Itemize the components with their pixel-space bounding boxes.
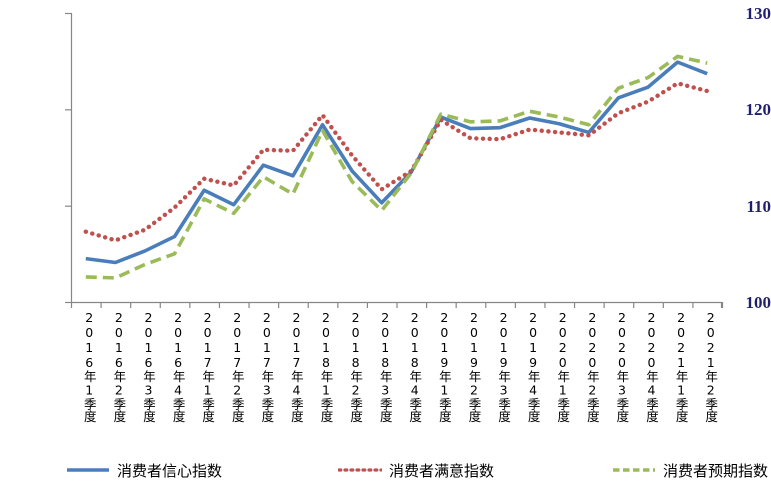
x-axis-label-5: 2017年2季度 [229,310,245,423]
legend-swatch-dotted-icon [338,463,383,477]
legend-swatch-dashed-icon [612,463,656,477]
series-group [83,54,710,280]
x-axis-label-9: 2018年2季度 [348,310,364,423]
x-axis-label-13: 2019年2季度 [466,310,482,423]
legend-label-confidence: 消费者信心指数 [117,461,223,480]
x-axis-label-10: 2018年3季度 [377,310,393,423]
series-line-1 [83,81,710,243]
x-axis-label-1: 2016年2季度 [111,310,127,423]
chart-legend: 消费者信心指数 消费者满意指数 消费者预期指数 [60,455,768,485]
x-axis-label-15: 2019年4季度 [525,310,541,423]
x-axis-label-17: 2020年2季度 [584,310,600,423]
x-axis-label-11: 2018年4季度 [407,310,423,423]
series-line-2 [85,54,708,280]
y-axis-tick-120: 120 [745,100,771,119]
x-axis-label-6: 2017年3季度 [259,310,275,423]
x-axis-label-4: 2017年1季度 [200,310,216,423]
x-axis-label-16: 2020年1季度 [555,310,571,423]
x-axis-label-3: 2016年4季度 [170,310,186,423]
x-axis-label-7: 2017年4季度 [288,310,304,423]
series-line-0 [85,60,708,265]
legend-item-satisfaction: 消费者满意指数 [338,460,494,481]
legend-label-satisfaction: 消费者满意指数 [389,461,495,480]
legend-item-expectation: 消费者预期指数 [612,460,768,481]
legend-item-confidence: 消费者信心指数 [66,460,222,481]
legend-label-expectation: 消费者预期指数 [663,461,769,480]
x-axis-label-20: 2021年1季度 [673,310,689,423]
x-axis-labels: 2016年1季度 2016年2季度 2016年3季度 2016年4季度 2017年1季度… [71,310,722,430]
x-axis-label-19: 2020年4季度 [644,310,660,423]
axes-group [65,12,724,308]
x-axis-label-12: 2019年1季度 [436,310,452,423]
x-axis-label-18: 2020年3季度 [614,310,630,423]
x-axis-label-14: 2019年3季度 [496,310,512,423]
y-axis-tick-110: 110 [746,197,771,216]
x-axis-label-8: 2018年1季度 [318,310,334,423]
x-axis-label-2: 2016年3季度 [140,310,156,423]
y-axis-tick-100: 100 [745,293,771,312]
y-axis-tick-130: 130 [745,4,771,23]
x-axis-label-21: 2021年2季度 [703,310,719,423]
legend-swatch-solid-icon [66,463,110,477]
x-axis-label-0: 2016年1季度 [81,310,97,423]
